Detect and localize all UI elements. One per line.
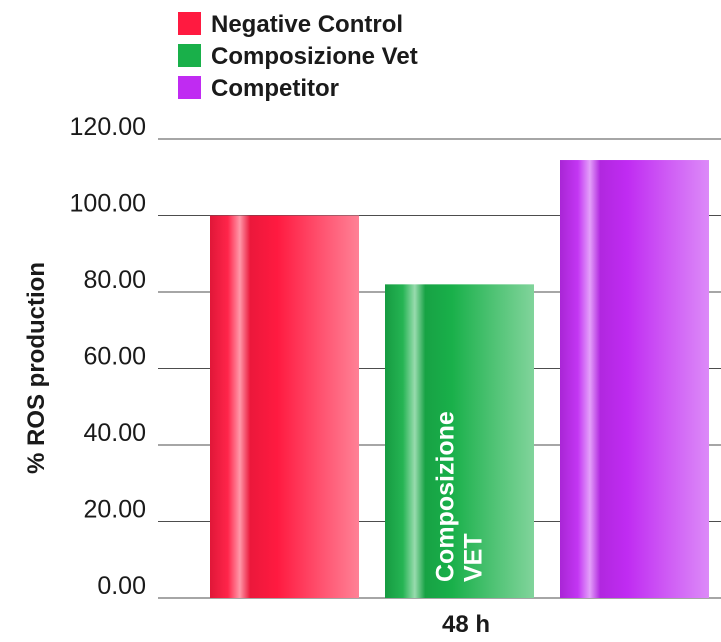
- bar-composizione-vet: [385, 284, 534, 598]
- y-tick-label: 120.00: [70, 113, 146, 141]
- legend-label-competitor: Competitor: [211, 75, 339, 102]
- y-tick-label: 0.00: [97, 572, 146, 600]
- bar-negative-control: [210, 215, 359, 598]
- legend-swatch-competitor: [178, 76, 201, 99]
- bar-competitor: [560, 160, 709, 598]
- legend-swatch-composizione-vet: [178, 44, 201, 67]
- legend-swatch-negative-control: [178, 12, 201, 35]
- legend-label-negative-control: Negative Control: [211, 11, 403, 38]
- y-tick-label: 20.00: [83, 496, 146, 524]
- y-axis-title: % ROS production: [23, 262, 50, 474]
- bar-annotation-line: Composizione: [432, 411, 460, 582]
- legend-label-composizione-vet: Composizione Vet: [211, 43, 418, 70]
- x-axis-title: 48 h: [442, 611, 490, 638]
- bars: [210, 160, 709, 598]
- legend: Negative Control Composizione Vet Competit…: [178, 11, 418, 102]
- y-axis-ticks: 0.00 20.00 40.00 60.00 80.00 100.00 120.00: [70, 113, 146, 600]
- y-tick-label: 100.00: [70, 190, 146, 218]
- y-tick-label: 40.00: [83, 419, 146, 447]
- y-tick-label: 60.00: [83, 343, 146, 371]
- y-tick-label: 80.00: [83, 266, 146, 294]
- bar-annotations: Composizione VET: [432, 411, 488, 582]
- bar-annotation-line: VET: [460, 533, 488, 582]
